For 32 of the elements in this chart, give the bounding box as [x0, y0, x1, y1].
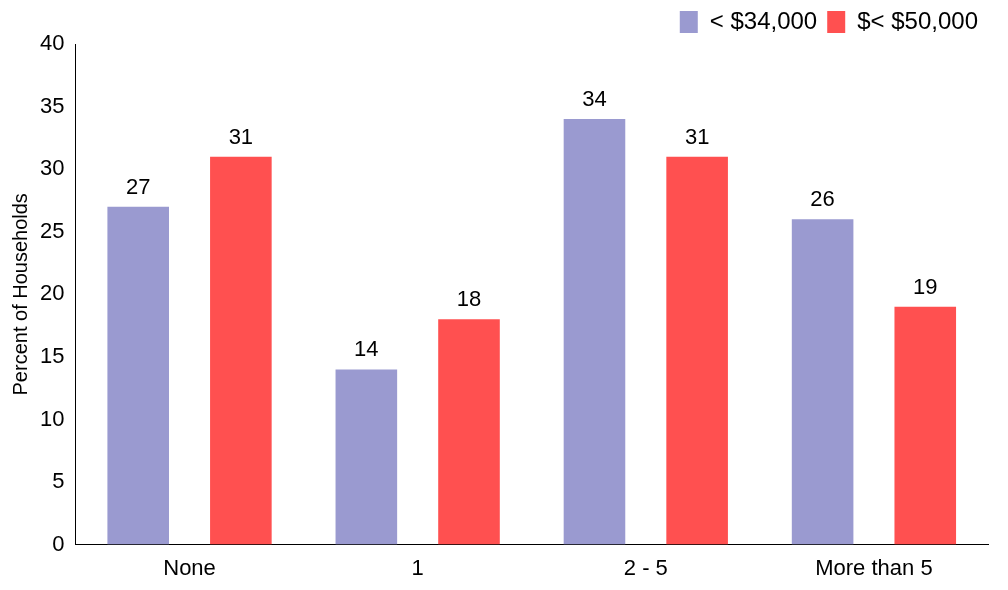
data-label: 19 — [913, 273, 938, 299]
x-tick-label: 2 - 5 — [623, 554, 668, 580]
y-tick-label: 5 — [52, 468, 65, 494]
bar — [563, 119, 626, 545]
bar — [666, 156, 728, 545]
data-label: 34 — [582, 86, 607, 112]
bar — [210, 156, 272, 545]
bar — [791, 219, 854, 545]
data-label: 27 — [125, 173, 151, 199]
y-axis-title: Percent of Households — [8, 193, 31, 396]
bar — [335, 369, 398, 545]
bar — [438, 319, 500, 545]
y-tick-label: 35 — [39, 92, 65, 118]
y-tick-label: 15 — [39, 342, 65, 368]
legend-label: $< $50,000 — [857, 6, 979, 34]
data-label: 14 — [354, 336, 379, 362]
x-tick-label: None — [163, 554, 216, 580]
y-tick-label: 10 — [39, 405, 65, 431]
y-tick-label: 40 — [39, 30, 65, 56]
y-tick-label: 20 — [39, 280, 65, 306]
bar — [107, 206, 170, 545]
x-tick-label: More than 5 — [815, 554, 933, 580]
y-tick-label: 25 — [39, 217, 65, 243]
y-tick-label: 0 — [52, 530, 65, 556]
data-label: 18 — [456, 286, 482, 312]
bar — [894, 306, 957, 545]
data-label: 26 — [810, 186, 835, 212]
legend-label: < $34,000 — [709, 6, 818, 34]
data-label: 31 — [684, 123, 710, 149]
data-label: 31 — [228, 123, 254, 149]
y-tick-label: 30 — [39, 155, 65, 181]
x-tick-label: 1 — [411, 554, 424, 580]
